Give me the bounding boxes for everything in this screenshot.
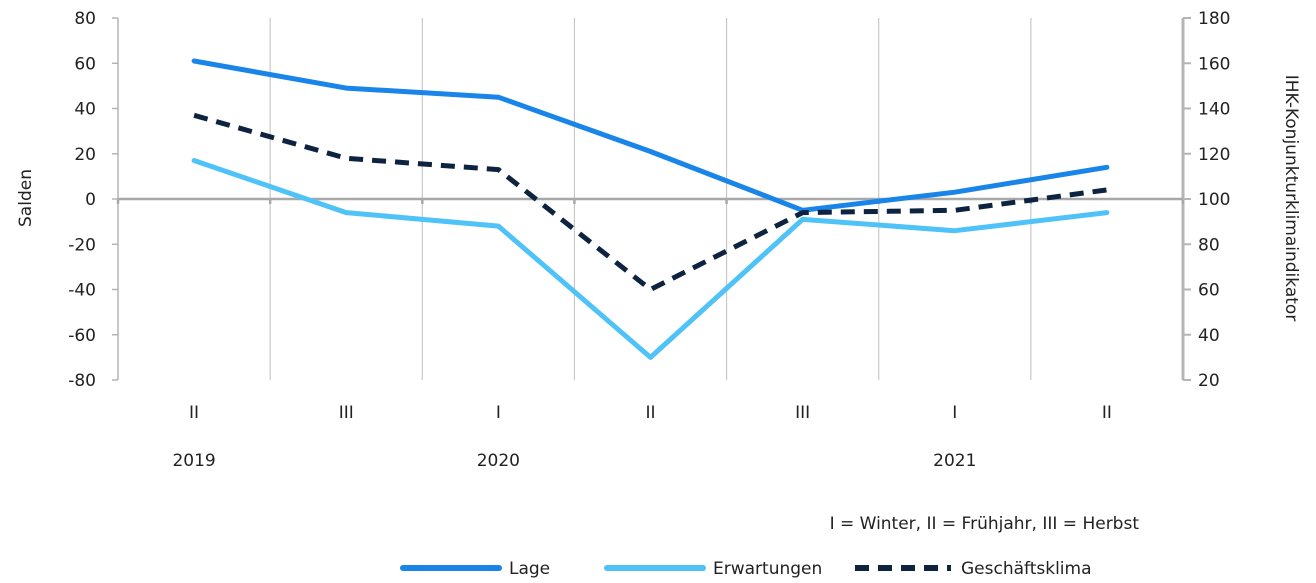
right-axis-ticks: 180 160 140 120 100 80 60 40 20 xyxy=(1183,9,1230,391)
y-right-tick-label: 60 xyxy=(1198,281,1220,301)
y-right-tick-label: 140 xyxy=(1198,100,1230,120)
y-left-tick-label: -20 xyxy=(68,235,96,255)
y-left-tick-label: 0 xyxy=(85,190,96,210)
y-right-tick-label: 100 xyxy=(1198,190,1230,210)
y-right-tick-label: 160 xyxy=(1198,54,1230,74)
series-line-geschäftsklima xyxy=(193,112,1108,292)
x-tick-label: I xyxy=(496,403,501,423)
year-label: 2020 xyxy=(477,451,520,471)
y-right-tick-label: 20 xyxy=(1198,371,1220,391)
y-left-tick-label: -60 xyxy=(68,326,96,346)
x-tick-label: II xyxy=(645,403,655,423)
y-right-tick-label: 120 xyxy=(1198,145,1230,165)
x-tick-label: III xyxy=(339,403,354,423)
category-note: I = Winter, II = Frühjahr, III = Herbst xyxy=(830,514,1140,534)
legend-label: Lage xyxy=(509,559,550,579)
series-lines xyxy=(191,58,1110,360)
x-tick-label: I xyxy=(952,403,957,423)
y-left-tick-label: 60 xyxy=(74,54,96,74)
y-left-axis-title: Salden xyxy=(16,169,36,227)
x-tick-label: III xyxy=(795,403,810,423)
y-left-tick-label: -40 xyxy=(68,281,96,301)
legend-label: Erwartungen xyxy=(713,559,822,579)
y-right-tick-label: 40 xyxy=(1198,326,1220,346)
y-right-tick-label: 180 xyxy=(1198,9,1230,29)
y-left-tick-label: 40 xyxy=(74,100,96,120)
series-line-erwartungen xyxy=(191,158,1110,360)
y-left-tick-label: 80 xyxy=(74,9,96,29)
y-right-axis-title: IHK-Konjunkturklimaindikator xyxy=(1281,75,1301,322)
left-axis-ticks: 80 60 40 20 0 -20 -40 -60 -80 xyxy=(68,9,118,391)
x-tick-label: II xyxy=(1102,403,1112,423)
y-right-tick-label: 80 xyxy=(1198,235,1220,255)
legend-label: Geschäftsklima xyxy=(961,559,1092,579)
axes xyxy=(116,18,1185,380)
x-tick-label: II xyxy=(189,403,199,423)
year-label: 2019 xyxy=(172,451,215,471)
legend: Lage Erwartungen Geschäftsklima xyxy=(400,559,1092,579)
series-line-lage xyxy=(191,58,1110,213)
year-label: 2021 xyxy=(933,451,976,471)
y-left-tick-label: -80 xyxy=(68,371,96,391)
y-left-tick-label: 20 xyxy=(74,145,96,165)
